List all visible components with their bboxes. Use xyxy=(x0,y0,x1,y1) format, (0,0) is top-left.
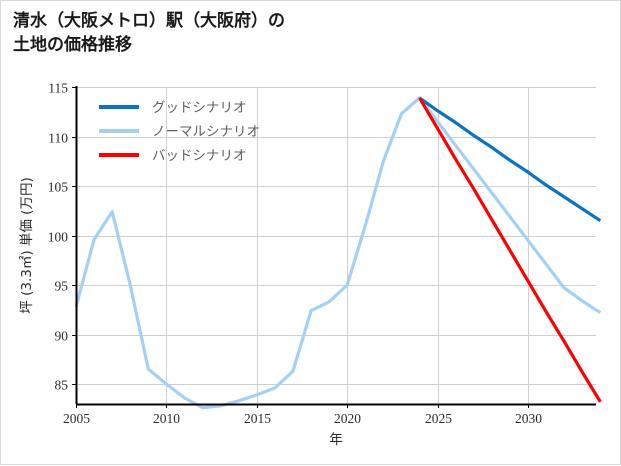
axis-group xyxy=(72,86,596,408)
x-tick-label: 2010 xyxy=(153,411,180,426)
page-title: 清水（大阪メトロ）駅（大阪府）の 土地の価格推移 xyxy=(13,11,285,56)
x-tick-label: 2015 xyxy=(244,411,271,426)
legend-label: グッドシナリオ xyxy=(152,100,247,116)
x-tick-label: 2020 xyxy=(334,411,361,426)
y-tick-label: 110 xyxy=(48,130,68,145)
axis-titles: 年 坪 (3.3㎡) 単価 (万円) xyxy=(19,177,343,448)
legend-item[interactable]: グッドシナリオ xyxy=(99,100,247,116)
series-line xyxy=(74,96,602,410)
tick-labels: 85 90 95 100 105 110 115 2005 2010 2015 2020 2025 20… xyxy=(48,80,543,426)
series-group xyxy=(74,96,602,410)
x-tick-label: 2025 xyxy=(425,411,452,426)
legend-item[interactable]: ノーマルシナリオ xyxy=(99,124,260,140)
y-tick-label: 105 xyxy=(48,179,69,194)
legend-item[interactable]: バッドシナリオ xyxy=(99,148,247,164)
legend-label: ノーマルシナリオ xyxy=(152,124,260,140)
y-axis-title: 坪 (3.3㎡) 単価 (万円) xyxy=(19,177,35,313)
y-tick-label: 95 xyxy=(55,278,69,293)
legend-label: バッドシナリオ xyxy=(152,148,247,164)
x-tick-label: 2030 xyxy=(515,411,542,426)
x-tick-label: 2005 xyxy=(63,411,90,426)
y-tick-label: 90 xyxy=(55,328,69,343)
y-tick-label: 100 xyxy=(48,229,69,244)
x-axis-title: 年 xyxy=(329,432,343,448)
y-tick-label: 85 xyxy=(55,377,69,392)
series-line xyxy=(418,97,602,403)
series-line xyxy=(418,96,602,222)
y-tick-label: 115 xyxy=(48,80,68,95)
